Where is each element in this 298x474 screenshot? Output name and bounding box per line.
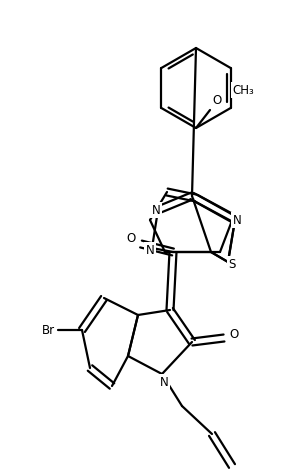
Text: CH₃: CH₃ (232, 83, 254, 97)
Text: Br: Br (41, 323, 55, 337)
Text: N: N (146, 244, 154, 256)
Text: O: O (229, 328, 239, 340)
Text: O: O (126, 231, 136, 245)
Text: S: S (228, 257, 236, 271)
Text: N: N (233, 213, 241, 227)
Text: N: N (152, 203, 160, 217)
Text: N: N (160, 375, 168, 389)
Text: O: O (212, 93, 221, 107)
